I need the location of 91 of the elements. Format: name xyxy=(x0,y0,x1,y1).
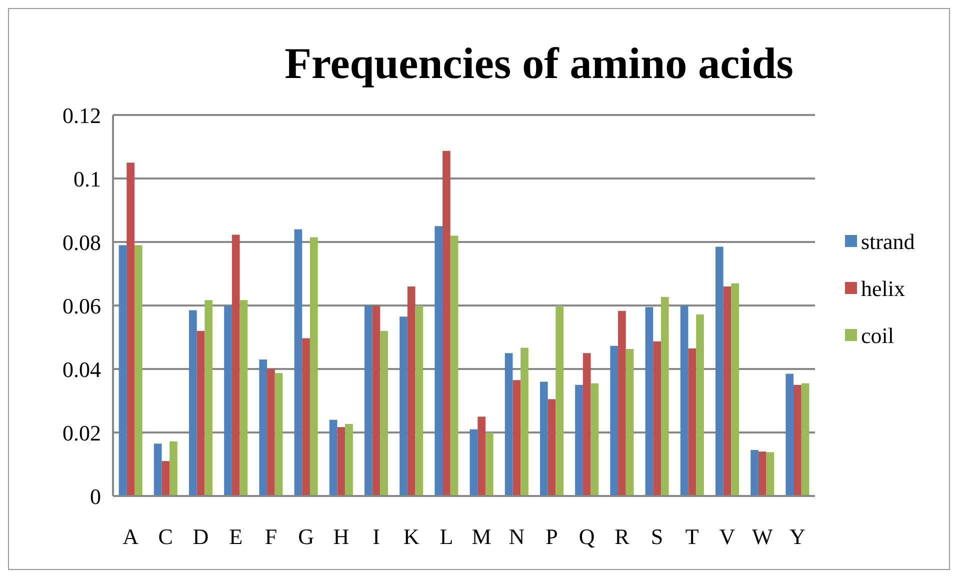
bar xyxy=(731,283,740,496)
bar xyxy=(274,373,283,496)
legend-label: strand xyxy=(861,229,915,254)
bar xyxy=(626,348,634,496)
x-tick-label: Q xyxy=(578,524,595,549)
bar xyxy=(696,314,704,496)
bar xyxy=(204,300,213,496)
bar xyxy=(232,234,240,496)
x-tick-label: V xyxy=(719,524,736,549)
bar xyxy=(590,383,599,496)
bar xyxy=(442,150,450,496)
bar xyxy=(154,444,162,496)
bar xyxy=(170,441,178,496)
x-tick-label: W xyxy=(752,524,773,549)
bar xyxy=(512,380,521,496)
bar xyxy=(801,383,810,496)
y-tick-label: 0 xyxy=(90,484,101,509)
bar xyxy=(364,306,372,496)
x-tick-label: G xyxy=(298,524,314,549)
x-tick-label: E xyxy=(229,524,243,549)
bar xyxy=(653,341,661,496)
bar xyxy=(758,452,766,496)
bar xyxy=(766,452,774,496)
bar xyxy=(407,286,416,496)
chart-title: Frequencies of amino acids xyxy=(284,39,794,88)
bar xyxy=(400,316,408,496)
x-tick-label: A xyxy=(122,524,139,549)
bar xyxy=(723,286,732,496)
y-tick-label: 0.02 xyxy=(62,420,101,446)
bar xyxy=(618,310,626,496)
bar xyxy=(478,416,486,496)
bar xyxy=(294,229,302,496)
bar xyxy=(302,338,310,496)
y-tick-label: 0.1 xyxy=(74,166,101,192)
y-tick-label: 0.04 xyxy=(62,357,101,382)
bar xyxy=(224,306,232,496)
bar xyxy=(329,420,338,496)
bar xyxy=(794,384,802,496)
bar xyxy=(548,399,556,496)
bar xyxy=(520,348,528,496)
y-tick-label: 0.12 xyxy=(62,103,101,128)
bar xyxy=(575,384,583,496)
bar xyxy=(118,245,127,496)
x-tick-label: C xyxy=(158,524,173,549)
bar xyxy=(750,450,758,496)
legend-label: coil xyxy=(861,323,894,348)
x-tick-label: P xyxy=(546,524,558,549)
bar xyxy=(372,306,380,496)
x-tick-label: L xyxy=(440,524,454,549)
legend-label: helix xyxy=(861,276,905,301)
bar xyxy=(688,348,696,496)
bar xyxy=(680,306,688,496)
bar xyxy=(126,162,134,496)
bar xyxy=(645,307,654,496)
bar xyxy=(337,427,346,496)
x-tick-label: T xyxy=(685,524,700,549)
x-tick-label: I xyxy=(372,524,380,549)
bar xyxy=(786,374,794,496)
bar xyxy=(267,369,275,496)
bar xyxy=(660,296,669,496)
bar xyxy=(434,226,443,496)
bar xyxy=(540,382,548,496)
bar xyxy=(380,330,388,496)
bar xyxy=(310,237,318,496)
x-tick-label: S xyxy=(650,524,664,549)
bar xyxy=(415,306,424,496)
bar xyxy=(556,306,564,496)
bar xyxy=(134,245,142,496)
x-tick-label: D xyxy=(192,524,209,549)
bar xyxy=(450,236,458,496)
x-tick-label: R xyxy=(614,524,630,549)
bar xyxy=(162,461,170,496)
bar xyxy=(610,346,618,496)
bar xyxy=(259,359,268,496)
bar xyxy=(485,432,494,496)
y-tick-label: 0.06 xyxy=(62,294,101,318)
x-tick-label: H xyxy=(333,524,350,549)
bar xyxy=(504,353,513,496)
x-tick-label: M xyxy=(472,524,492,549)
bar xyxy=(188,310,197,496)
x-tick-label: N xyxy=(508,524,525,549)
bar xyxy=(345,424,353,496)
bar xyxy=(470,429,478,496)
bar xyxy=(240,300,248,496)
bar xyxy=(196,330,205,496)
x-tick-label: F xyxy=(264,524,278,549)
x-tick-label: Y xyxy=(790,524,806,549)
x-tick-label: K xyxy=(403,524,420,549)
y-tick-label: 0.08 xyxy=(62,230,101,255)
bar xyxy=(582,353,591,496)
bar xyxy=(715,246,724,496)
